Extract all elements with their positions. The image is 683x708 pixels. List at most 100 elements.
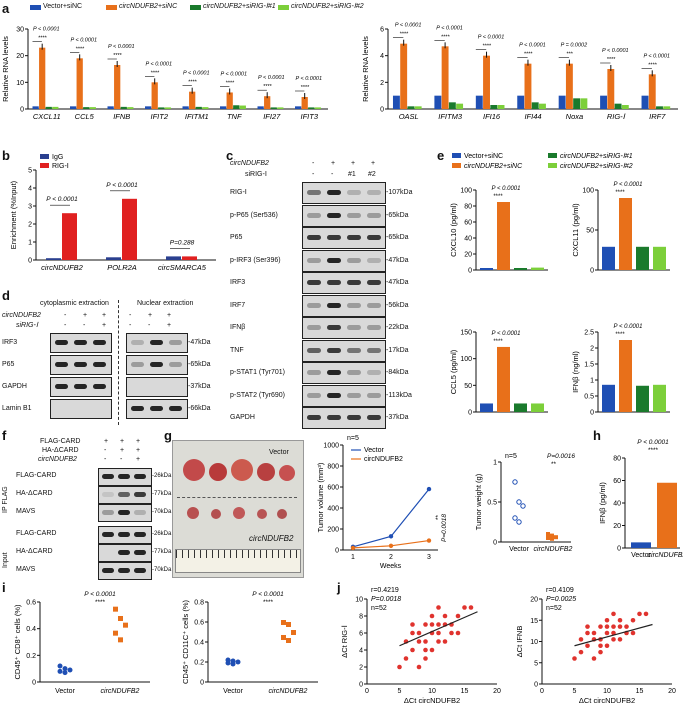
f-band-1-2 (134, 492, 146, 497)
e3-ytick-label-3: 1.5 (584, 362, 594, 369)
j1-xtick-1: 5 (573, 688, 577, 695)
a-right-bar-5-1 (607, 69, 615, 109)
a-right-ytick-label-0: 0 (380, 107, 384, 114)
gw-pt-0-2 (520, 503, 526, 509)
panel-label-c: c (226, 148, 234, 163)
a-right-bar-4-1 (565, 63, 573, 109)
d-right-band-1-0 (131, 362, 144, 367)
c-h2-0: - (312, 171, 315, 178)
f-kda-3: -26kDa (152, 531, 172, 537)
i0-pt-0-0 (57, 663, 63, 669)
i1-ytick-label-4: 0.8 (194, 600, 204, 607)
e0-ytick-label-5: 100 (460, 188, 472, 195)
tumor-5 (279, 465, 295, 481)
f-h1-1: + (120, 447, 125, 454)
e1-bar-0 (602, 246, 615, 270)
b-p-2: P=0.288 (170, 239, 195, 246)
f-h0-2: + (136, 438, 141, 445)
e0-ylabel: CXCL10 (pg/ml) (449, 203, 458, 257)
a-legend-label-3: circNDUFB2+siRIG-Ⅰ#2 (291, 3, 364, 10)
g-ytick-label-4: 800 (327, 464, 339, 471)
e0-p: P < 0.0001 (492, 186, 521, 192)
c-blot-row-8 (302, 362, 386, 384)
c-band-7-2 (347, 347, 361, 353)
g-n: n=5 (347, 435, 359, 442)
chart-b: 0 1 2 3 4 5 Enrichment (%Input) IgG RIG-Ⅰ P < 0.0… (9, 154, 216, 272)
f-blot-row-5 (98, 562, 152, 580)
d-h2-2: + (102, 322, 107, 329)
c-band-9-1 (327, 392, 341, 398)
j0-ytick-label-2: 4 (359, 648, 363, 655)
c-band-2-1 (327, 235, 341, 240)
a-left-bar-4-1 (189, 91, 196, 109)
b-bar-1-1 (122, 198, 137, 260)
j0-ytick-label-0: 0 (359, 682, 363, 689)
panel-label-i: i (2, 580, 6, 595)
d-right-band-3-2 (169, 406, 182, 411)
panel-label-j: j (337, 580, 341, 595)
e0-bar-0 (480, 268, 493, 270)
j1-pt-19 (611, 637, 616, 642)
e3-bar-0 (602, 384, 615, 412)
chart-a-right: 0 2 4 6 Relative RNA levels P < 0.0001 **** OAS… (361, 23, 678, 121)
f-band-1-1 (118, 492, 130, 497)
j0-pt-21 (416, 639, 422, 644)
c-band-8-1 (327, 370, 341, 375)
f-h1-2: + (136, 447, 141, 454)
i0-p: P < 0.0001 (84, 591, 116, 598)
c-h2-3: #2 (368, 171, 376, 178)
a-left-bar-5-3 (239, 105, 246, 109)
e2-bar-1 (497, 346, 510, 412)
a-right-bar-3-3 (539, 103, 546, 109)
i0-pt-0-2 (67, 667, 73, 673)
c-band-7-0 (307, 347, 321, 353)
c-blot-row-2 (302, 227, 386, 249)
g-ytick-label-5: 1000 (323, 443, 339, 450)
e1-ytick-label-0: 0 (590, 268, 594, 275)
i0-pt-1-0 (113, 606, 118, 612)
c-row-label-7: TNF (230, 346, 244, 354)
a-left-bar-5-1 (226, 92, 233, 109)
h-ytick-label-3: 60 (613, 478, 621, 485)
j1-pt-1 (585, 643, 590, 649)
a-right-ytick-label-1: 2 (380, 80, 384, 87)
gw-pt-1-1 (550, 533, 554, 538)
a-left-xlabel-5: TNF (227, 112, 242, 121)
c-band-6-3 (367, 325, 381, 330)
dl-blot-row-1 (50, 355, 112, 375)
dl-blot-row-3 (50, 399, 112, 419)
i1-pt-0-2 (235, 659, 241, 665)
gw-p: P=0.0016 (547, 453, 575, 460)
a-left-bar-2-3 (127, 107, 134, 109)
a-right-xlabel-6: IRF7 (649, 112, 666, 121)
tumor-7 (211, 509, 221, 519)
d-right-blot-1 (126, 355, 188, 375)
i1-ytick-label-2: 0.4 (194, 640, 204, 647)
g-ytick-label-1: 200 (327, 527, 339, 534)
photo-label-vector: Vector (269, 449, 289, 456)
c-band-9-0 (307, 392, 321, 398)
a-left-bar-7-2 (308, 107, 315, 109)
g-ytick-label-0: 0 (335, 548, 339, 555)
f-h1-0: - (104, 447, 107, 454)
g-xtick-1: 2 (389, 554, 393, 561)
chart-i: 0 0.2 0.4 0.6 CD45⁺ CD8⁺ cells (%) P < 0.0001… (13, 591, 318, 695)
c-band-3-1 (327, 257, 341, 263)
gw-ytick-label-0: 0 (493, 540, 497, 547)
gw-stars: ** (551, 461, 557, 468)
d-divider (118, 300, 119, 425)
c-kda-8: -84kDa (386, 369, 409, 376)
j1-pt-24 (630, 630, 636, 636)
dl-band-2-1 (74, 384, 87, 389)
j0-pt-11 (429, 647, 435, 653)
dl-band-0-2 (93, 340, 106, 345)
a-left-bar-0-2 (45, 106, 52, 109)
i0-ytick-label-3: 0.6 (26, 600, 36, 607)
c-h1-1: + (331, 160, 336, 167)
panel-label-h: h (593, 428, 601, 443)
j1-pt-27 (598, 643, 603, 649)
f-blot-row-4 (98, 544, 152, 562)
j0-pt-26 (397, 664, 402, 670)
j0-pt-19 (436, 639, 441, 644)
f-r1-label: FLAG-CARD (40, 438, 81, 445)
